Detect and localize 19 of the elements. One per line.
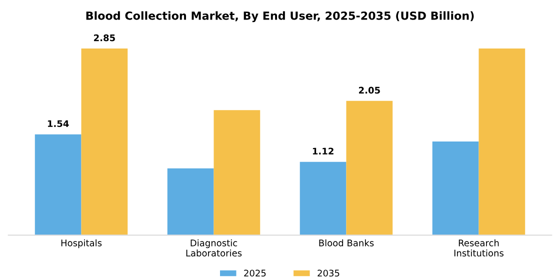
x-tick-label: Research Institutions [454, 239, 504, 256]
data-label: 1.54 [48, 120, 69, 128]
bar [81, 48, 128, 236]
bar [432, 142, 479, 236]
bar [214, 110, 260, 236]
x-tick-label: Blood Banks [319, 239, 374, 246]
legend-label: 2025 [244, 270, 266, 277]
bar [478, 48, 526, 236]
legend-label: 2035 [318, 270, 340, 277]
data-label: 1.12 [312, 148, 334, 154]
x-tick-label: Diagnostic Laboratories [186, 239, 242, 256]
x-tick-label: Hospitals [61, 239, 102, 248]
bar [34, 134, 82, 236]
bar [346, 100, 393, 236]
chart-title: Blood Collection Market, By End User, 2025-2035 (USD Billion) [86, 11, 474, 22]
bar [300, 162, 346, 236]
data-label: 2.85 [94, 34, 115, 42]
data-label: 2.05 [359, 86, 380, 94]
bar [167, 168, 214, 236]
